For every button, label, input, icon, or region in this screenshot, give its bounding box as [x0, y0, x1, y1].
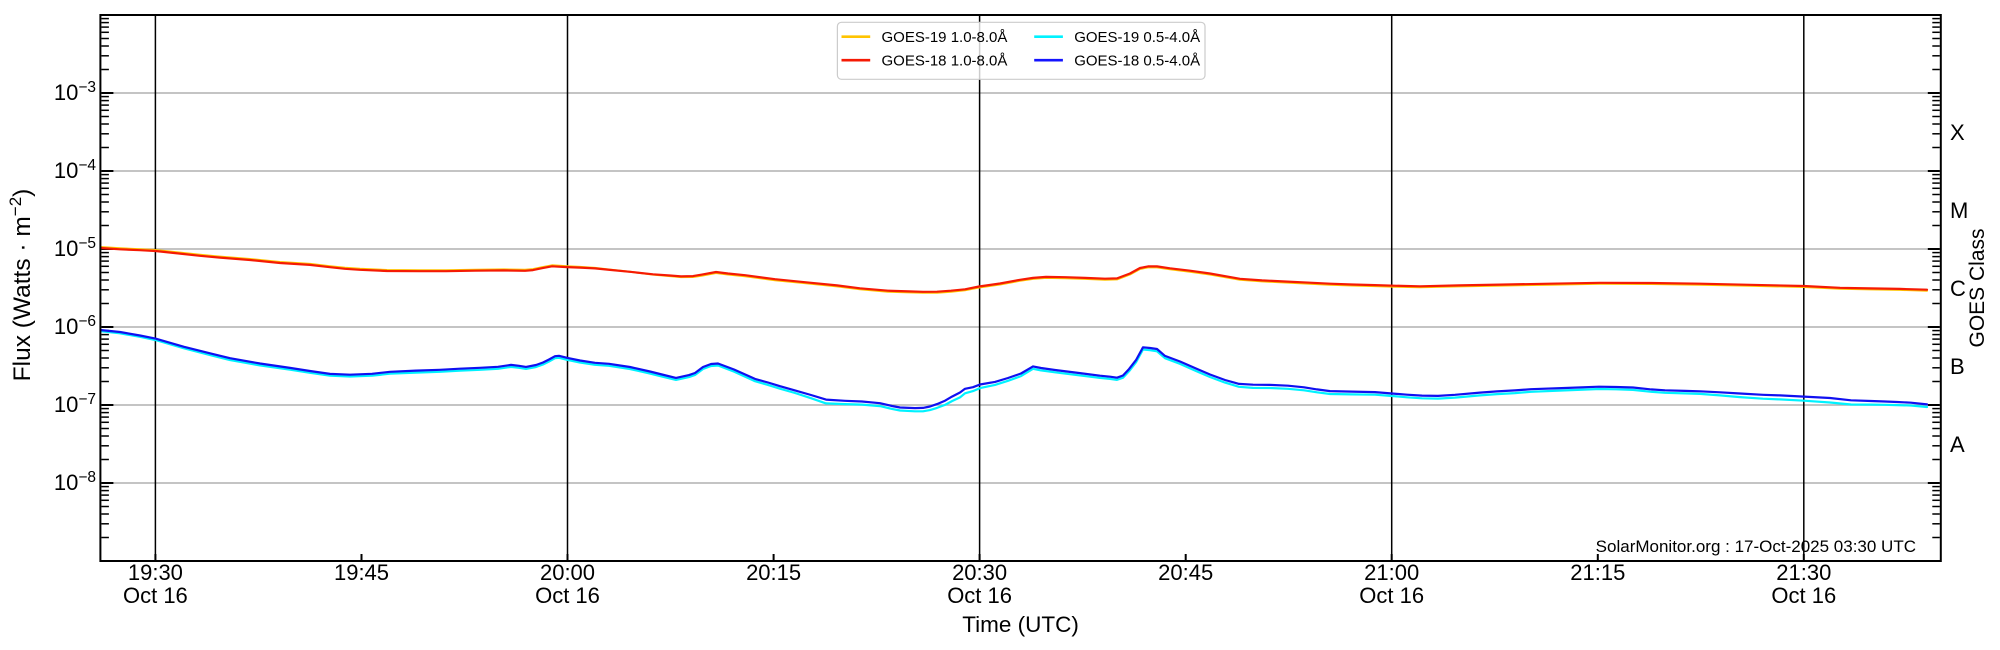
svg-text:Oct 16: Oct 16: [1359, 583, 1424, 608]
svg-text:Oct 16: Oct 16: [123, 583, 188, 608]
svg-text:GOES-18 1.0-8.0Å: GOES-18 1.0-8.0Å: [882, 53, 1008, 70]
svg-text:B: B: [1950, 354, 1965, 379]
svg-text:21:15: 21:15: [1570, 560, 1625, 585]
svg-text:20:30: 20:30: [952, 560, 1007, 585]
svg-text:GOES Class: GOES Class: [1966, 228, 1989, 347]
svg-text:C: C: [1950, 276, 1966, 301]
svg-text:Oct 16: Oct 16: [947, 583, 1012, 608]
svg-text:10−8: 10−8: [54, 469, 96, 495]
svg-text:X: X: [1950, 120, 1965, 145]
svg-text:Time (UTC): Time (UTC): [962, 612, 1079, 637]
svg-text:GOES-19 0.5-4.0Å: GOES-19 0.5-4.0Å: [1074, 29, 1200, 46]
svg-text:19:30: 19:30: [128, 560, 183, 585]
svg-text:Flux (Watts · m−2): Flux (Watts · m−2): [6, 189, 36, 382]
svg-text:Oct 16: Oct 16: [1771, 583, 1836, 608]
svg-text:21:00: 21:00: [1364, 560, 1419, 585]
svg-text:19:45: 19:45: [334, 560, 389, 585]
svg-text:M: M: [1950, 198, 1968, 223]
svg-text:20:15: 20:15: [746, 560, 801, 585]
svg-text:GOES-19 1.0-8.0Å: GOES-19 1.0-8.0Å: [882, 29, 1008, 46]
svg-text:Oct 16: Oct 16: [535, 583, 600, 608]
svg-text:20:00: 20:00: [540, 560, 595, 585]
svg-text:20:45: 20:45: [1158, 560, 1213, 585]
svg-text:SolarMonitor.org : 17-Oct-2025: SolarMonitor.org : 17-Oct-2025 03:30 UTC: [1596, 537, 1916, 556]
svg-text:21:30: 21:30: [1776, 560, 1831, 585]
svg-text:A: A: [1950, 432, 1965, 457]
svg-text:GOES-18 0.5-4.0Å: GOES-18 0.5-4.0Å: [1074, 53, 1200, 70]
